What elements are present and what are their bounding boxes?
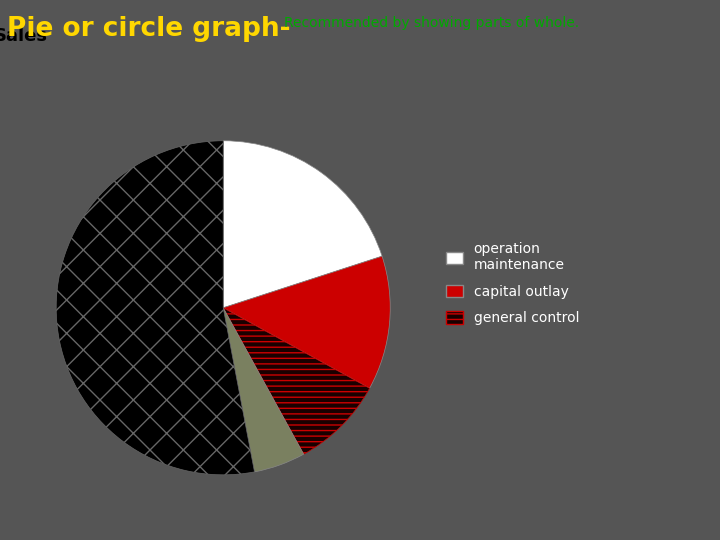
Wedge shape — [56, 141, 254, 475]
Wedge shape — [223, 141, 382, 308]
Wedge shape — [223, 256, 390, 388]
Legend: operation
maintenance, capital outlay, general control: operation maintenance, capital outlay, g… — [439, 235, 586, 332]
Text: Recommended by showing parts of whole.: Recommended by showing parts of whole. — [284, 16, 580, 30]
Text: Sales: Sales — [0, 28, 48, 45]
Text: Pie or circle graph-: Pie or circle graph- — [7, 16, 291, 42]
Wedge shape — [223, 308, 369, 454]
Wedge shape — [223, 308, 304, 472]
